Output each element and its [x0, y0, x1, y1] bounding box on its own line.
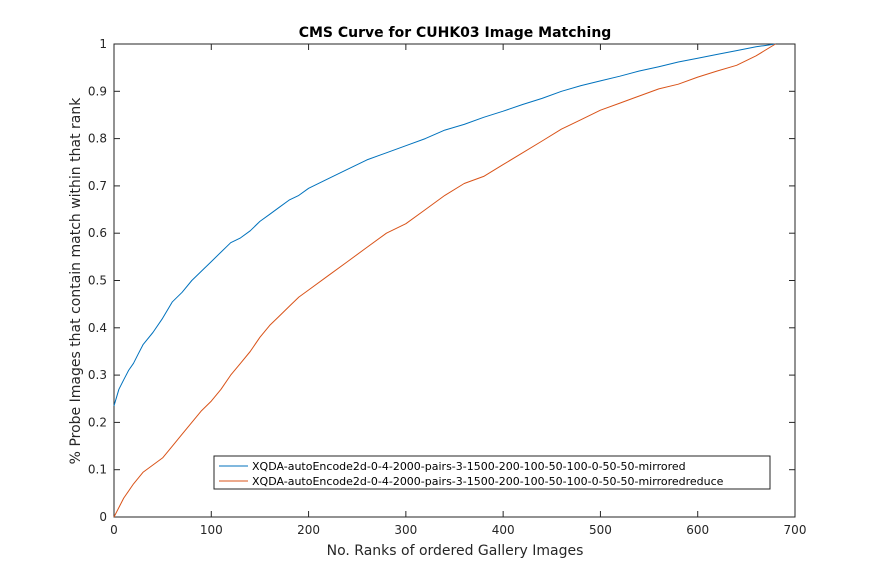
plot-area: 0 100 200 300 400 500 600 700 00.10.20.30.40.50…	[88, 37, 807, 537]
axes-box	[113, 43, 796, 518]
legend-label-mirroredreduce: XQDA-autoEncode2d-0-4-2000-pairs-3-1500-…	[252, 475, 724, 488]
y-axis-ticks: 0 0.1 0.2 0.3 0.4 0.5 0.6 0.7 0.8 0.9 1	[88, 37, 795, 524]
series-line-mirrored	[113, 43, 776, 406]
x-tick-label: 0	[110, 523, 118, 537]
x-tick-label: 700	[784, 523, 807, 537]
y-tick-label: 0.6	[88, 226, 107, 240]
legend-label-mirrored: XQDA-autoEncode2d-0-4-2000-pairs-3-1500-…	[252, 460, 686, 473]
chart-title: CMS Curve for CUHK03 Image Matching	[299, 25, 612, 41]
x-axis-ticks: 0 100 200 300 400 500 600 700	[110, 44, 806, 537]
y-tick-label: 0	[99, 510, 107, 524]
x-tick-label: 500	[589, 523, 612, 537]
y-tick-label: 0.8	[88, 132, 107, 146]
series-line-mirroredreduce	[113, 43, 776, 518]
y-tick-label: 0.1	[88, 463, 107, 477]
x-axis-label: No. Ranks of ordered Gallery Images	[327, 543, 584, 559]
y-tick-label: 0.3	[88, 368, 107, 382]
x-tick-label: 600	[686, 523, 709, 537]
y-axis-label: % Probe Images that contain match within…	[68, 97, 84, 465]
y-tick-label: 0.2	[88, 415, 107, 429]
legend-box	[213, 455, 771, 490]
y-tick-label: 0.4	[88, 321, 107, 335]
y-tick-label: 0.5	[88, 274, 107, 288]
x-tick-label: 300	[394, 523, 417, 537]
x-tick-label: 400	[492, 523, 515, 537]
y-tick-label: 0.7	[88, 179, 107, 193]
x-tick-label: 100	[200, 523, 223, 537]
x-tick-label: 200	[297, 523, 320, 537]
y-tick-label: 1	[99, 37, 107, 51]
legend: XQDA-autoEncode2d-0-4-2000-pairs-3-1500-…	[213, 455, 771, 490]
y-tick-label: 0.9	[88, 84, 107, 98]
series-lines	[113, 43, 776, 518]
